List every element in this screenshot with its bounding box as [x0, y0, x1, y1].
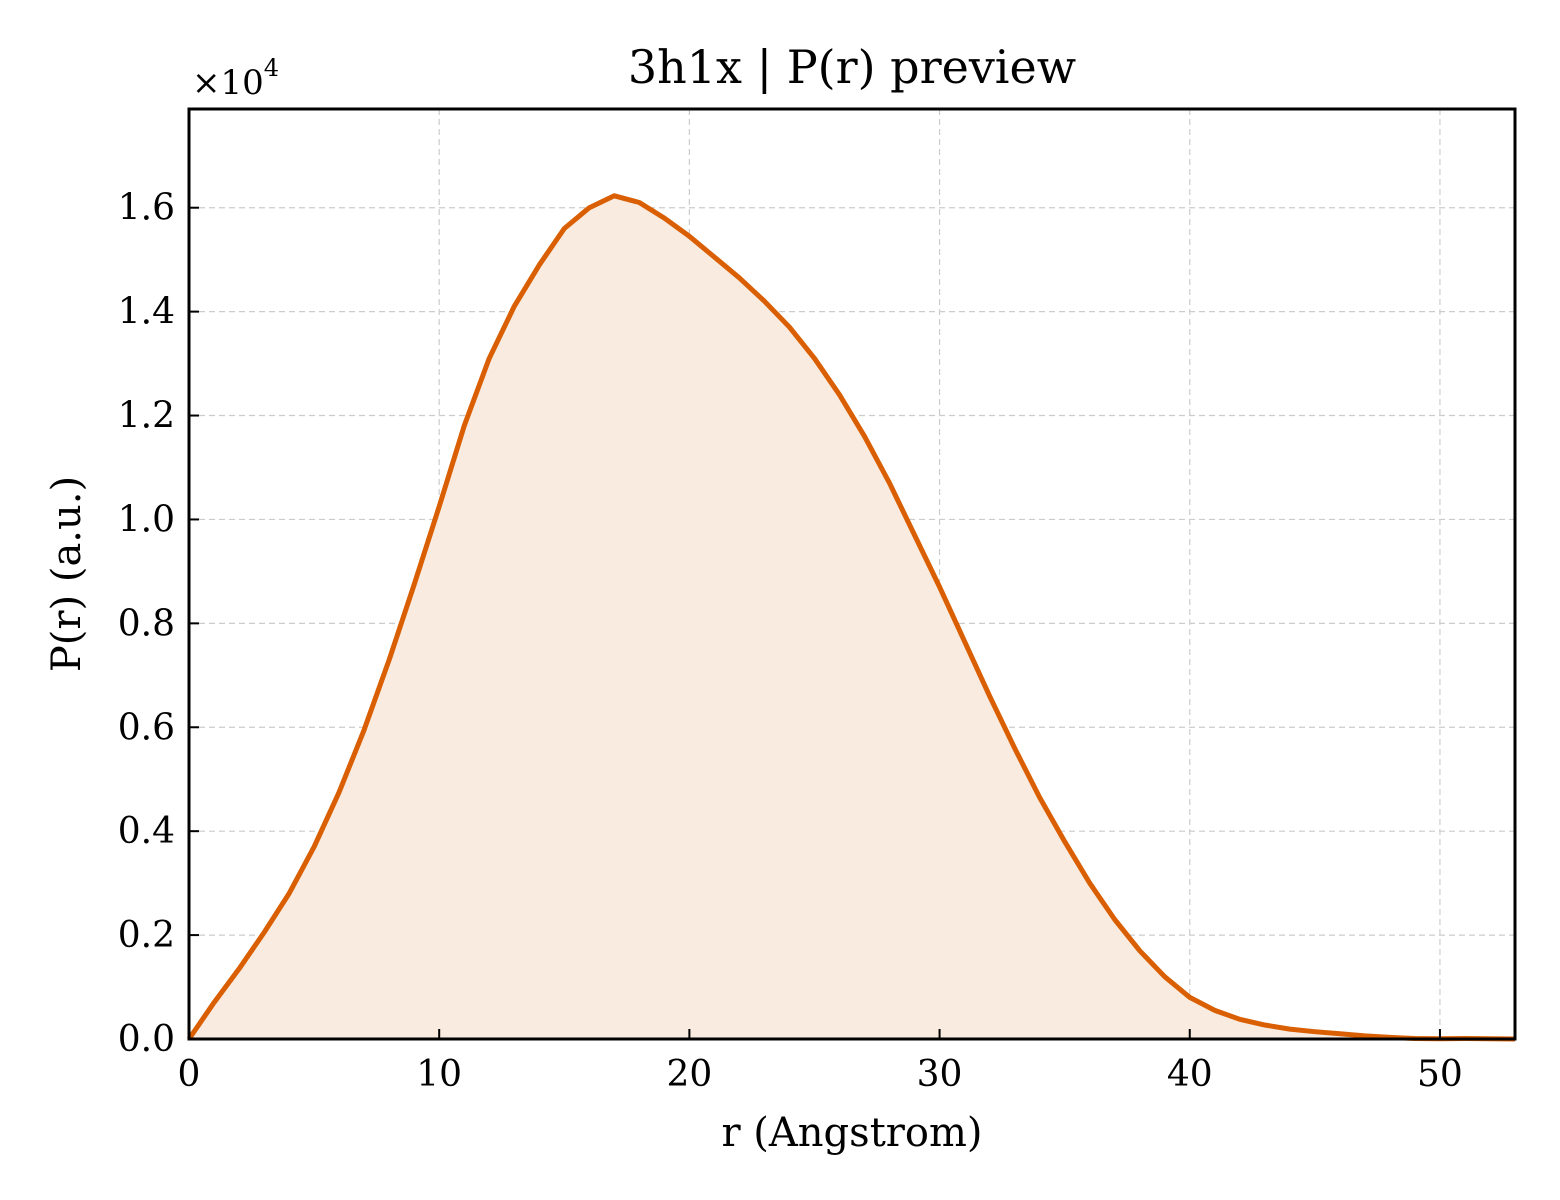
x-tick-label: 10: [416, 1054, 462, 1095]
x-tick-label: 0: [178, 1054, 201, 1095]
y-axis-label: P(r) (a.u.): [44, 476, 90, 672]
y-axis-offset-label: ×104: [192, 54, 279, 103]
plot-frame: [187, 107, 1517, 1041]
x-tick-label: 40: [1167, 1054, 1213, 1095]
y-tick-label: 1.2: [118, 396, 175, 437]
y-tick-label: 0.0: [118, 1019, 175, 1060]
chart-title: 3h1x | P(r) preview: [628, 40, 1076, 94]
y-axis-offset-base: ×10: [192, 63, 264, 103]
series-line: [186, 193, 1516, 1042]
series-area-fill: [189, 195, 1515, 1040]
y-tick-label: 0.6: [118, 707, 175, 748]
x-tick-label: 20: [666, 1054, 712, 1095]
y-tick-label: 1.4: [118, 292, 175, 333]
y-tick-label: 1.6: [118, 188, 175, 229]
x-tick-label: 30: [917, 1054, 963, 1095]
y-axis-offset-exponent: 4: [264, 54, 279, 82]
y-tick-label: 0.2: [118, 915, 175, 956]
y-tick-label: 0.4: [118, 811, 175, 852]
y-tick-label: 0.8: [118, 603, 175, 644]
x-tick-label: 50: [1417, 1054, 1463, 1095]
x-axis-label: r (Angstrom): [721, 1110, 982, 1156]
axis-ticks: 0 10 20 30 40 50 0.0 0.2 0.4 0.6 0.8 1.0 1.2 1.4 1.6: [118, 188, 1463, 1095]
y-tick-label: 1.0: [118, 499, 175, 540]
